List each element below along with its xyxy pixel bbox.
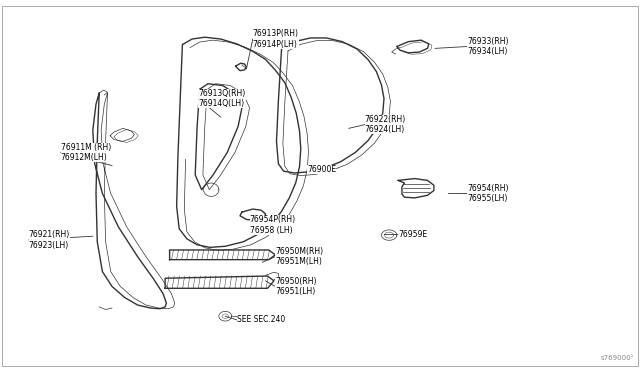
Text: 76921(RH)
76923(LH): 76921(RH) 76923(LH) bbox=[29, 230, 70, 250]
Text: 76959E: 76959E bbox=[398, 230, 428, 239]
Text: 76922(RH)
76924(LH): 76922(RH) 76924(LH) bbox=[365, 115, 406, 134]
Text: 76954(RH)
76955(LH): 76954(RH) 76955(LH) bbox=[467, 184, 509, 203]
Text: 76900E: 76900E bbox=[307, 165, 337, 174]
Text: 76911M (RH)
76912M(LH): 76911M (RH) 76912M(LH) bbox=[61, 143, 111, 162]
Text: 76954P(RH)
76958 (LH): 76954P(RH) 76958 (LH) bbox=[250, 215, 296, 235]
Text: 76913Q(RH)
76914Q(LH): 76913Q(RH) 76914Q(LH) bbox=[198, 89, 246, 108]
Text: 76950(RH)
76951(LH): 76950(RH) 76951(LH) bbox=[275, 277, 317, 296]
Text: 76913P(RH)
76914P(LH): 76913P(RH) 76914P(LH) bbox=[253, 29, 299, 49]
Text: SEE SEC.240: SEE SEC.240 bbox=[237, 315, 285, 324]
Text: 76950M(RH)
76951M(LH): 76950M(RH) 76951M(LH) bbox=[275, 247, 323, 266]
Text: 76933(RH)
76934(LH): 76933(RH) 76934(LH) bbox=[467, 37, 509, 56]
Text: s769000¹: s769000¹ bbox=[600, 355, 634, 361]
